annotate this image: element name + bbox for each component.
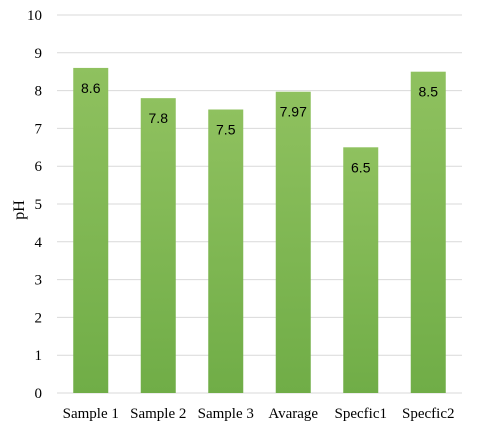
bar <box>208 109 244 393</box>
x-tick-label: Specfic2 <box>402 406 454 422</box>
y-tick-label: 0 <box>35 386 43 402</box>
data-labels: 8.6 7.8 7.5 7.97 6.5 8.5 <box>81 80 438 175</box>
bar-data-label: 6.5 <box>351 159 371 175</box>
y-tick-label: 3 <box>35 273 43 289</box>
y-tick-label: 4 <box>35 235 43 251</box>
y-tick-label: 10 <box>27 8 42 24</box>
bar <box>410 71 446 393</box>
y-tick-label: 5 <box>35 197 43 213</box>
bar <box>73 67 109 394</box>
bars <box>73 67 446 394</box>
y-tick-label: 2 <box>35 310 43 326</box>
y-tick-label: 9 <box>35 46 43 62</box>
bar-data-label: 8.5 <box>419 84 439 100</box>
x-tick-label: Sample 2 <box>130 406 186 422</box>
bar <box>343 147 379 393</box>
x-tick-label: Sample 1 <box>63 406 119 422</box>
bar-data-label: 8.6 <box>81 80 101 96</box>
x-tick-label: Avarage <box>268 406 318 422</box>
bar <box>275 91 311 393</box>
y-tick-label: 8 <box>35 84 43 100</box>
bar <box>140 98 176 393</box>
bar-data-label: 7.8 <box>149 110 169 126</box>
y-tick-label: 7 <box>35 121 43 137</box>
x-tick-label: Specfic1 <box>335 406 387 422</box>
bar-data-label: 7.97 <box>280 104 307 120</box>
y-axis-label: pH <box>11 200 28 220</box>
gridlines <box>57 14 462 394</box>
x-axis-ticks: Sample 1 Sample 2 Sample 3 Avarage Specfic1 S… <box>63 406 455 422</box>
bar-data-label: 7.5 <box>216 122 236 138</box>
y-tick-label: 1 <box>35 348 43 364</box>
y-tick-label: 6 <box>35 159 43 175</box>
x-tick-label: Sample 3 <box>198 406 254 422</box>
y-axis-ticks: 0 1 2 3 4 5 6 7 8 9 10 <box>27 8 43 402</box>
